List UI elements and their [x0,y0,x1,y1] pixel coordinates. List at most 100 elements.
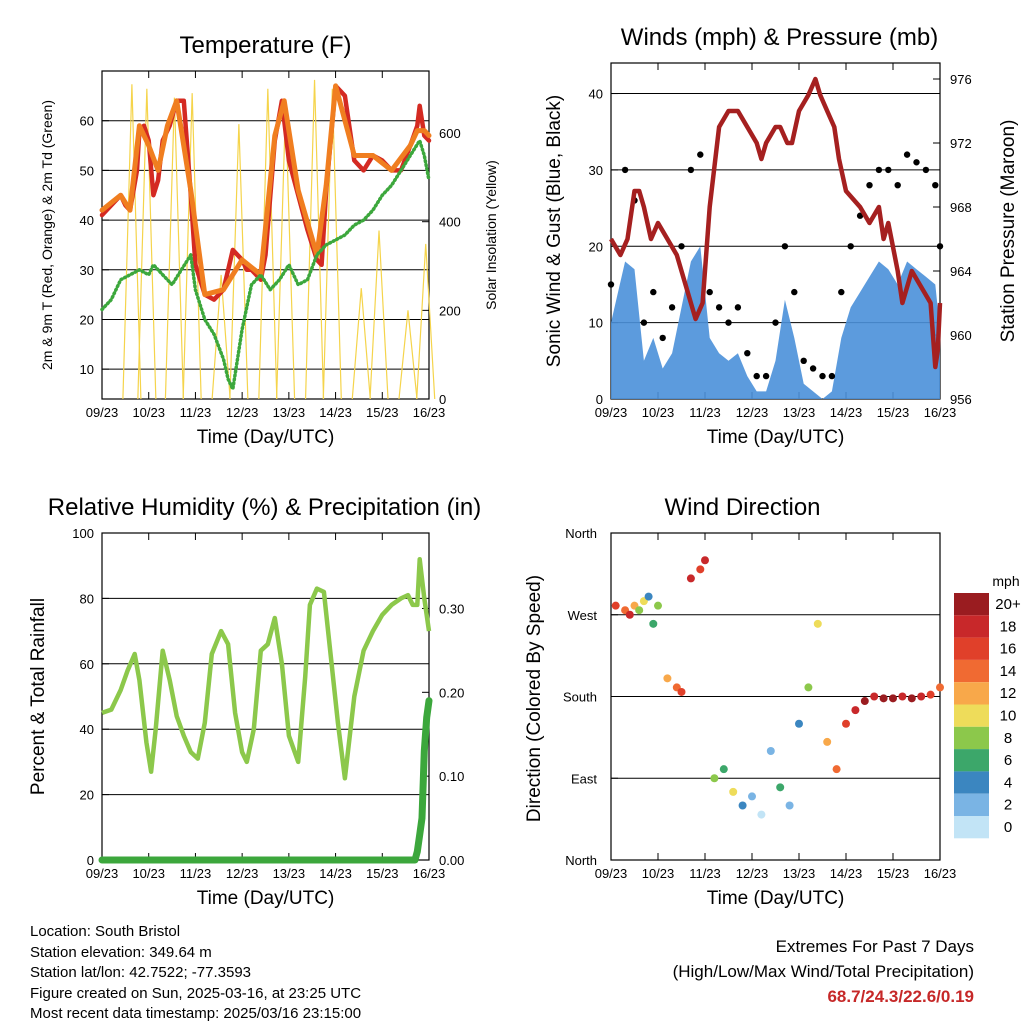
direction-point [813,619,822,628]
y-tick-label: 20 [80,788,94,803]
solar-spike [211,274,231,400]
y-tick-label: 0 [87,853,94,868]
direction-point [663,674,672,683]
x-axis-label: Time (Day/UTC) [197,888,335,909]
direction-point [823,737,832,746]
x-tick-label: 16/23 [413,405,446,420]
legend-title: mph [992,573,1019,589]
direction-point [719,765,728,774]
x-tick-label: 13/23 [273,405,306,420]
legend-swatch [954,637,989,660]
series-total-rainfall [98,697,433,864]
direction-point [677,687,686,696]
direction-point [748,792,756,801]
solar-spike [304,79,325,400]
chart-panel-3: Wind Direction 09/23 10/23 11/23 12/23 13/23 1… [524,494,956,909]
direction-point [832,765,841,774]
gust-point [725,319,732,326]
y-tick-label: 10 [80,362,94,377]
y-axis-label: Percent & Total Rainfall [28,598,49,795]
y-axis-label: Direction (Colored By Speed) [524,575,545,822]
direction-point [804,683,813,692]
x-tick-label: 10/23 [132,866,165,881]
gust-point [838,288,845,296]
y2-tick-label: 400 [439,215,461,230]
y-tick-label: 40 [589,87,603,102]
gust-point [659,334,666,342]
legend-label: 4 [1004,774,1012,791]
legend-swatch [954,771,989,794]
direction-point [696,565,705,574]
gust-point [715,304,723,311]
y-tick-label: 30 [80,263,94,278]
x-tick-label: 11/23 [180,405,212,420]
gust-point [640,319,648,326]
direction-point [776,783,785,792]
y2-tick-label: 0.00 [439,853,464,868]
x-tick-label: 13/23 [273,866,306,881]
solar-spike [351,288,371,400]
gust-point [866,181,873,189]
extremes-values: 68.7/24.3/22.6/0.19 [827,987,974,1006]
station-elevation: Station elevation: 349.64 m [30,943,212,961]
direction-point [701,556,709,565]
direction-point [635,606,644,615]
x-tick-label: 13/23 [783,866,816,881]
gust-point [734,304,742,311]
chart-panel-2: Relative Humidity (%) & Precipitation (i… [28,494,481,909]
direction-point [757,810,766,819]
x-tick-label: 15/23 [877,405,910,420]
y-tick-label: 50 [80,163,94,178]
legend-swatch [954,682,989,705]
plot-frame [101,532,430,861]
gust-point [781,243,789,250]
y2-axis-label: Station Pressure (Maroon) [998,120,1019,343]
y-tick-label: East [571,771,597,786]
y-tick-label: 10 [589,316,603,331]
x-axis-label: Time (Day/UTC) [707,427,845,448]
legend-label: 14 [1000,663,1017,680]
figure-created: Figure created on Sun, 2025-03-16, at 23… [30,984,362,1002]
gust-point [800,357,807,365]
legend-label: 12 [1000,685,1017,702]
x-tick-label: 10/23 [642,405,675,420]
x-tick-label: 12/23 [226,866,259,881]
chart-title: Wind Direction [664,494,820,521]
y2-tick-label: 0.20 [439,685,464,700]
direction-point [611,601,620,610]
y-tick-label: 60 [80,657,94,672]
solar-spike [164,97,185,400]
legend-swatch [954,593,989,616]
legend-label: 2 [1004,797,1012,814]
gust-point [697,151,704,158]
direction-point [879,694,888,703]
direction-point [936,683,944,692]
gust-point [706,288,713,296]
solar-spike [137,88,157,400]
legend-label: 10 [1000,708,1017,725]
direction-point [907,694,916,703]
y2-axis-label: Solar Insolation (Yellow) [483,160,499,310]
y-tick-label: South [563,690,597,705]
series-sonic-wind [611,246,940,399]
direction-point [654,601,662,610]
x-tick-label: 11/23 [180,866,212,881]
x-tick-label: 09/23 [595,866,628,881]
x-tick-label: 15/23 [366,405,399,420]
gust-point [903,151,911,158]
y-tick-label: West [568,608,598,623]
direction-point [625,610,634,619]
gust-point [894,181,901,189]
y2-tick-label: 972 [950,136,972,151]
gust-point [791,288,798,296]
legend-label: 0 [1004,819,1012,836]
y2-tick-label: 0.30 [439,601,464,616]
gust-point [922,166,930,174]
y-tick-label: 100 [72,526,94,541]
x-tick-label: 14/23 [830,405,863,420]
x-tick-label: 14/23 [319,866,352,881]
direction-point [686,574,695,583]
gust-point [678,243,685,250]
direction-point [917,692,926,701]
x-tick-label: 16/23 [924,405,957,420]
